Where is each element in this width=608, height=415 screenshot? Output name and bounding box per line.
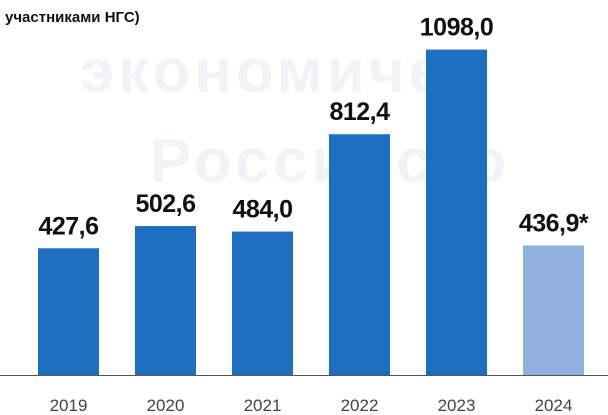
x-tick-label: 2023 <box>438 396 476 415</box>
value-label: 427,6 <box>38 212 98 240</box>
x-tick-label: 2024 <box>535 396 573 415</box>
value-label: 436,9* <box>519 210 589 238</box>
chart-title: участниками НГС) <box>5 9 140 26</box>
value-label: 1098,0 <box>420 14 493 42</box>
bar <box>329 134 390 375</box>
bar <box>523 245 584 375</box>
x-tick-label: 2020 <box>147 396 185 415</box>
x-tick-label: 2019 <box>50 396 88 415</box>
bar <box>426 49 487 376</box>
x-tick-label: 2022 <box>341 396 379 415</box>
value-label: 502,6 <box>135 190 195 218</box>
value-label: 812,4 <box>329 98 390 126</box>
bar <box>38 248 99 375</box>
bar <box>135 226 196 375</box>
value-label: 484,0 <box>232 196 292 224</box>
watermark: экономичес <box>80 37 485 106</box>
x-tick-label: 2021 <box>244 396 282 415</box>
bar <box>232 231 293 375</box>
